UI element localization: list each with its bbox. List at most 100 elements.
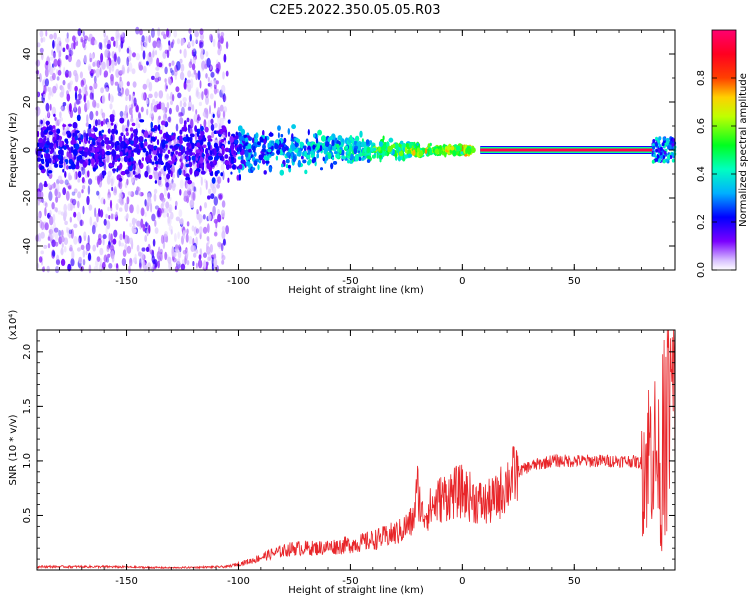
heatmap-cell: [337, 135, 343, 141]
heatmap-cell: [136, 186, 141, 192]
heatmap-cell: [46, 140, 50, 144]
heatmap-cell: [101, 112, 106, 119]
heatmap-cell: [105, 226, 108, 235]
heatmap-cell: [218, 123, 222, 128]
heatmap-cell: [327, 152, 332, 160]
heatmap-cell: [80, 219, 83, 227]
heatmap-cell: [141, 129, 145, 134]
heatmap-cell: [65, 37, 70, 43]
heatmap-cell: [135, 137, 138, 145]
heatmap-cell: [265, 160, 270, 164]
heatmap-cell: [48, 191, 53, 202]
heatmap-cell: [73, 188, 78, 194]
heatmap-cell: [209, 80, 213, 89]
heatmap-cell: [88, 204, 93, 211]
heatmap-cell: [281, 163, 284, 168]
heatmap-cell: [38, 212, 41, 219]
heatmap-cell: [125, 104, 128, 114]
heatmap-cell: [662, 159, 666, 164]
heatmap-cell: [68, 70, 72, 78]
heatmap-cell: [109, 93, 114, 104]
heatmap-cell: [192, 261, 195, 267]
heatmap-cell: [99, 258, 102, 268]
heatmap-cell: [161, 142, 166, 148]
heatmap-cell: [470, 147, 476, 153]
heatmap-cell: [196, 162, 200, 169]
heatmap-cell: [87, 234, 90, 245]
heatmap-cell: [167, 216, 171, 224]
heatmap-cell: [130, 118, 134, 123]
heatmap-cell: [77, 178, 81, 183]
heatmap-cell: [139, 119, 145, 123]
heatmap-cell: [68, 232, 72, 239]
heatmap-cell: [49, 216, 54, 226]
heatmap-cell: [96, 256, 101, 262]
heatmap-cell: [108, 92, 111, 102]
heatmap-cell: [330, 162, 334, 170]
heatmap-cell: [215, 130, 221, 134]
heatmap-cell: [198, 214, 203, 224]
heatmap-cell: [137, 111, 141, 119]
heatmap-cell: [57, 210, 62, 215]
heatmap-cell: [196, 91, 202, 100]
heatmap-cell: [136, 186, 140, 196]
heatmap-cell: [167, 116, 171, 123]
heatmap-cell: [79, 140, 81, 145]
heatmap-cell: [153, 148, 157, 155]
heatmap-cell: [46, 265, 50, 273]
heatmap-cell: [140, 218, 144, 228]
heatmap-cell: [161, 208, 164, 214]
heatmap-cell: [79, 159, 85, 164]
heatmap-cell: [145, 98, 149, 105]
heatmap-cell: [221, 259, 225, 265]
heatmap-cell: [57, 154, 62, 160]
heatmap-cell: [324, 147, 329, 152]
heatmap-cell: [220, 31, 225, 38]
heatmap-cell: [666, 137, 670, 142]
heatmap-cell: [110, 233, 113, 243]
heatmap-cell: [109, 120, 112, 130]
heatmap-cell: [231, 148, 234, 155]
heatmap-cell: [243, 134, 248, 139]
heatmap-cell: [450, 145, 455, 151]
heatmap-cell: [104, 49, 108, 58]
heatmap-cell: [398, 150, 404, 157]
heatmap-cell: [70, 163, 76, 170]
heatmap-cell: [107, 128, 111, 134]
heatmap-cell: [203, 119, 207, 128]
heatmap-cell: [76, 211, 81, 222]
heatmap-cell: [378, 146, 381, 152]
heatmap-cell: [466, 147, 472, 155]
heatmap-cell: [259, 136, 264, 143]
heatmap-cell: [161, 125, 164, 131]
heatmap-cell: [365, 139, 370, 145]
heatmap-cell: [140, 106, 144, 113]
heatmap-cell: [93, 118, 96, 127]
heatmap-cell: [161, 31, 166, 36]
heatmap-cell: [154, 205, 160, 210]
heatmap-cell: [93, 266, 99, 271]
heatmap-cell: [198, 254, 202, 260]
heatmap-cell: [335, 152, 340, 159]
heatmap-cell: [171, 135, 176, 140]
heatmap-cell: [158, 171, 162, 179]
heatmap-cell: [362, 148, 365, 155]
heatmap-cell: [51, 183, 56, 189]
heatmap-cell: [139, 190, 142, 197]
heatmap-cell: [80, 134, 84, 140]
heatmap-cell: [281, 147, 286, 151]
heatmap-cell: [113, 155, 116, 161]
heatmap-cell: [67, 147, 71, 151]
heatmap-cell: [106, 244, 111, 250]
heatmap-cell: [150, 102, 153, 112]
heatmap-cell: [93, 127, 98, 132]
heatmap-cell: [142, 83, 147, 90]
heatmap-cell: [151, 213, 156, 222]
heatmap-cell: [189, 151, 193, 157]
heatmap-cell: [165, 133, 169, 138]
heatmap-cell: [153, 145, 158, 149]
heatmap-cell: [185, 249, 189, 259]
heatmap-cell: [189, 133, 195, 138]
heatmap-cell: [63, 145, 67, 150]
heatmap-cell: [81, 189, 84, 194]
